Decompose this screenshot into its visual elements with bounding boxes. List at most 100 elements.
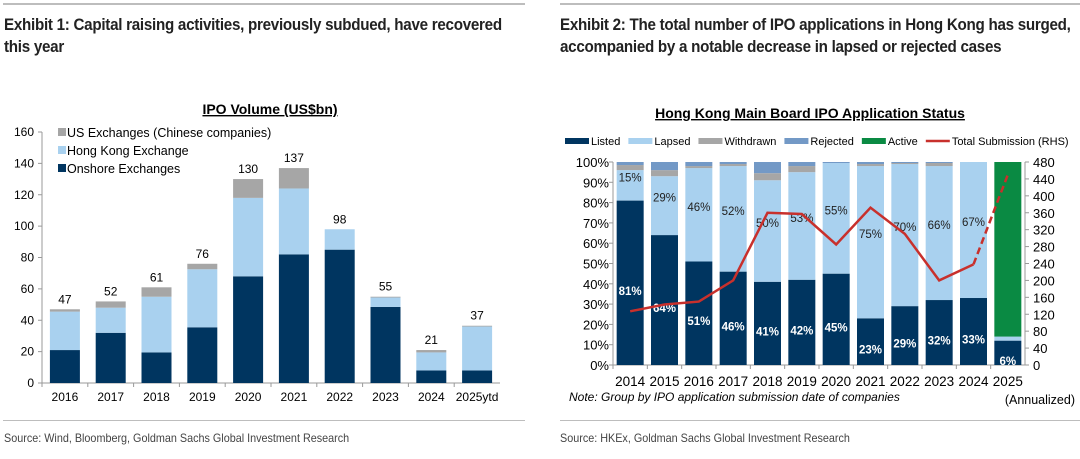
listed-label: 23% xyxy=(859,345,882,357)
bar-us-exchanges-chinese-companies- xyxy=(187,263,218,270)
x-tick-label: 2022 xyxy=(326,390,353,404)
bar-onshore-exchanges xyxy=(233,276,264,383)
y2-tick-label: 200 xyxy=(1033,273,1055,288)
y2-tick-label: 400 xyxy=(1033,189,1055,204)
bar-withdrawn xyxy=(685,166,713,169)
bar-withdrawn xyxy=(616,165,644,171)
bar-lapsed xyxy=(994,336,1022,341)
divider xyxy=(3,420,525,421)
bar-onshore-exchanges xyxy=(187,327,218,383)
x-tick-label: 2024 xyxy=(418,390,445,404)
line-total-submission xyxy=(629,205,975,313)
exhibit2-title: Exhibit 2: The total number of IPO appli… xyxy=(560,16,1071,56)
listed-label: 45% xyxy=(825,322,848,334)
listed-label: 6% xyxy=(1000,356,1017,368)
legend-label: Onshore Exchanges xyxy=(67,162,180,176)
bar-rejected xyxy=(754,162,781,174)
total-label: 52 xyxy=(104,284,118,298)
y-tick-label: 60% xyxy=(583,236,609,251)
y-tick-label: 40% xyxy=(583,277,609,292)
legend-swatch xyxy=(698,138,723,144)
bar-listed xyxy=(616,200,644,365)
x-tick-label: 2021 xyxy=(281,390,308,404)
listed-label: 42% xyxy=(790,325,813,337)
y-tick-label: 70% xyxy=(583,216,609,231)
bar-rejected xyxy=(891,162,919,164)
x-tick-label: 2025ytd xyxy=(456,390,499,404)
bar-withdrawn xyxy=(891,163,919,165)
lapsed-label: 67% xyxy=(962,217,985,229)
bar-rejected xyxy=(925,162,953,164)
bar-onshore-exchanges xyxy=(416,370,447,383)
y-tick-label: 100% xyxy=(576,155,610,170)
bar-rejected xyxy=(651,162,678,171)
x-tick-label: 2017 xyxy=(718,374,748,389)
lapsed-label: 29% xyxy=(653,193,676,205)
x-tick-label: 2024 xyxy=(958,374,989,389)
y-tick-label: 0 xyxy=(27,376,34,390)
lapsed-label: 50% xyxy=(756,218,779,230)
lapsed-label: 75% xyxy=(859,229,882,241)
bar-withdrawn xyxy=(719,164,747,167)
y2-tick-label: 240 xyxy=(1033,257,1055,272)
legend-label: Listed xyxy=(591,136,620,148)
bar-rejected xyxy=(719,162,747,165)
listed-label: 41% xyxy=(756,326,779,338)
bar-hong-kong-exchange xyxy=(187,269,218,328)
bar-us-exchanges-chinese-companies- xyxy=(462,325,493,327)
y2-tick-label: 480 xyxy=(1033,155,1055,170)
legend-swatch xyxy=(58,146,66,154)
legend-label: Withdrawn xyxy=(724,136,776,148)
bar-listed xyxy=(822,273,850,365)
x-tick-label: 2020 xyxy=(821,374,851,389)
bar-lapsed xyxy=(960,162,987,299)
bar-lapsed xyxy=(651,176,678,236)
bar-listed xyxy=(788,279,816,365)
chart-title: IPO Volume (US$bn) xyxy=(202,101,337,117)
y2-tick-label: 120 xyxy=(1033,307,1055,322)
bar-withdrawn xyxy=(857,164,884,167)
y-tick-label: 160 xyxy=(14,125,34,139)
lapsed-label: 15% xyxy=(619,172,642,184)
x-tick-label: 2018 xyxy=(143,390,170,404)
lapsed-label: 46% xyxy=(687,202,710,214)
y-tick-label: 100 xyxy=(14,219,34,233)
x-tick-label: 2021 xyxy=(855,374,885,389)
legend-label: Active xyxy=(888,136,918,148)
bar-us-exchanges-chinese-companies- xyxy=(278,168,309,189)
lapsed-label: 70% xyxy=(893,222,916,234)
bar-onshore-exchanges xyxy=(324,249,355,383)
x-tick-label: 2019 xyxy=(189,390,216,404)
bar-onshore-exchanges xyxy=(278,254,309,383)
legend-swatch xyxy=(565,138,589,144)
divider xyxy=(560,420,1080,421)
y-tick-label: 140 xyxy=(14,156,34,170)
x-tick-label: 2017 xyxy=(97,390,124,404)
x-tick-label: 2025 xyxy=(993,374,1023,389)
bar-us-exchanges-chinese-companies- xyxy=(141,287,172,297)
legend-label: Rejected xyxy=(810,136,853,148)
y2-tick-label: 440 xyxy=(1033,172,1055,187)
bar-withdrawn xyxy=(754,173,781,181)
bar-listed xyxy=(994,340,1022,365)
x-tick-label: 2019 xyxy=(787,374,817,389)
x-tick-label: 2020 xyxy=(235,390,262,404)
y-tick-label: 40 xyxy=(21,313,35,327)
x-tick-label: 2023 xyxy=(924,374,954,389)
lapsed-label: 52% xyxy=(722,206,745,218)
bar-active xyxy=(994,162,1022,337)
x-tick-label: 2022 xyxy=(890,374,920,389)
legend-swatch xyxy=(628,138,653,144)
y2-tick-label: 40 xyxy=(1033,341,1047,356)
legend-label: Hong Kong Exchange xyxy=(67,144,189,158)
bar-rejected xyxy=(788,162,816,167)
y-tick-label: 0% xyxy=(590,358,609,373)
bar-us-exchanges-chinese-companies- xyxy=(95,301,126,308)
legend-swatch xyxy=(58,164,66,172)
x-tick-label: 2023 xyxy=(372,390,399,404)
listed-label: 29% xyxy=(893,339,916,351)
bar-us-exchanges-chinese-companies- xyxy=(370,296,401,298)
x-tick-label: 2015 xyxy=(649,374,679,389)
